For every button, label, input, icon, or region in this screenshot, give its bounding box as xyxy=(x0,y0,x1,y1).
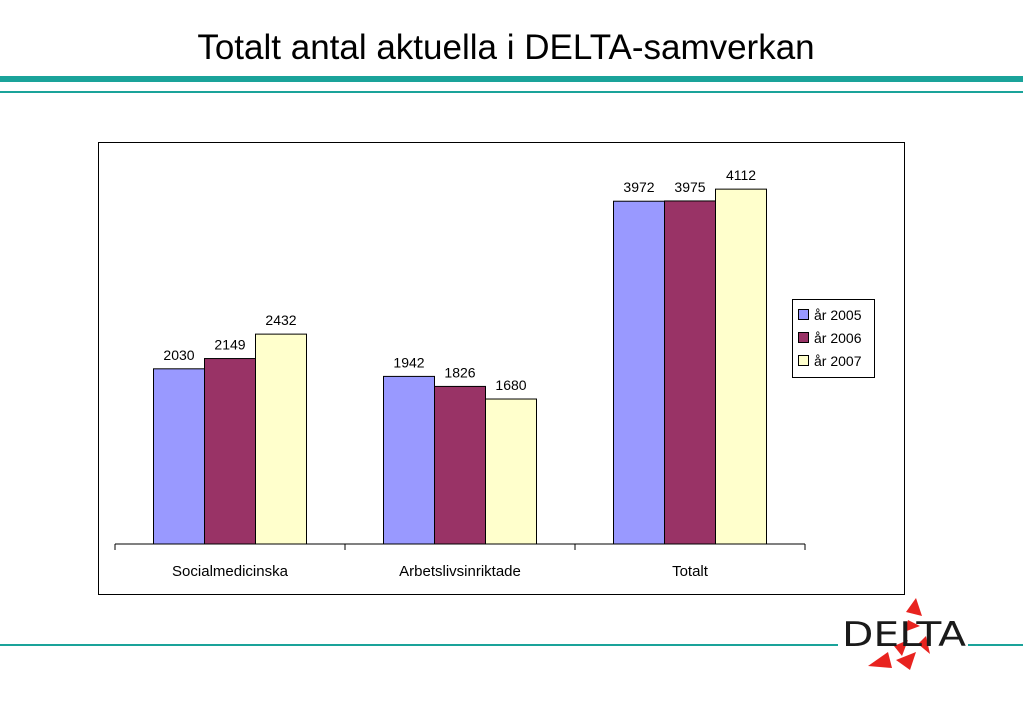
legend-item-2006: år 2006 xyxy=(798,326,874,349)
delta-logo: DELTA xyxy=(842,598,966,670)
legend-swatch-2007 xyxy=(798,355,809,366)
data-label: 1942 xyxy=(393,354,424,370)
chart-frame: 2030 2149 2432 Socialmedicinska 1942 1826 1680… xyxy=(98,142,905,595)
title-rule-thin xyxy=(0,91,1023,93)
bar xyxy=(434,385,486,545)
legend-swatch-2005 xyxy=(798,309,809,320)
data-label: 1680 xyxy=(495,377,526,393)
data-label: 2149 xyxy=(214,337,245,353)
bar xyxy=(715,188,767,545)
footer-rule-left xyxy=(0,644,838,646)
legend-swatch-2006 xyxy=(798,332,809,343)
logo-text: DELTA xyxy=(842,615,966,655)
bar xyxy=(255,333,307,545)
footer-rule-right xyxy=(968,644,1023,646)
title-rule-thick xyxy=(0,76,1023,82)
bar xyxy=(613,200,665,545)
bar xyxy=(485,398,537,545)
x-tick-label: Arbetslivsinriktade xyxy=(399,563,521,580)
bar-chart: 2030 2149 2432 Socialmedicinska 1942 1826 1680… xyxy=(114,167,806,580)
data-label: 1826 xyxy=(444,364,475,380)
data-label: 2030 xyxy=(163,347,194,363)
bar xyxy=(664,200,716,545)
legend-item-2005: år 2005 xyxy=(798,303,874,326)
bar xyxy=(383,375,435,545)
data-label: 4112 xyxy=(726,167,756,183)
data-label: 3975 xyxy=(674,179,705,195)
slide-title: Totalt antal aktuella i DELTA-samverkan xyxy=(197,28,815,67)
data-label: 3972 xyxy=(623,179,654,195)
legend-label-2005: år 2005 xyxy=(814,306,862,323)
bar xyxy=(204,358,256,545)
legend-label-2007: år 2007 xyxy=(814,352,862,369)
data-label: 2432 xyxy=(265,312,296,328)
bar xyxy=(153,368,205,545)
chart-legend: år 2005 år 2006 år 2007 xyxy=(792,299,875,378)
legend-item-2007: år 2007 xyxy=(798,349,874,372)
x-tick-label: Socialmedicinska xyxy=(172,563,289,580)
x-tick-label: Totalt xyxy=(672,563,709,580)
legend-label-2006: år 2006 xyxy=(814,329,862,346)
delta-triangles-logo-icon xyxy=(868,598,930,670)
